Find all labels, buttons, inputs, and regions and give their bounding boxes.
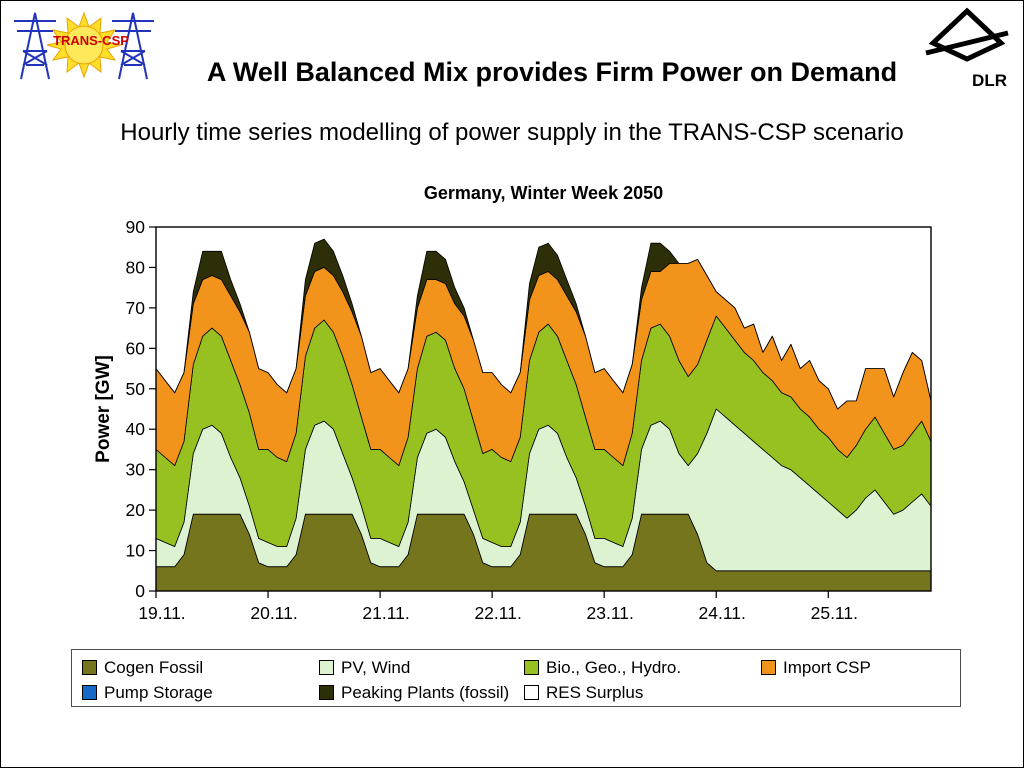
svg-text:23.11.: 23.11. — [587, 603, 634, 623]
legend-row-2: Pump Storage Peaking Plants (fossil) RES… — [82, 680, 960, 705]
svg-text:20.11.: 20.11. — [250, 603, 297, 623]
svg-text:50: 50 — [126, 379, 146, 399]
sun-icon — [46, 11, 122, 79]
legend-label: Cogen Fossil — [104, 657, 204, 677]
dlr-logo-text: DLR — [972, 71, 1007, 90]
legend-label: Pump Storage — [104, 682, 213, 702]
legend-swatch-pv-wind — [319, 660, 334, 675]
legend-item-bio-geo-hydro: Bio., Geo., Hydro. — [524, 658, 761, 678]
legend-item-peaking-plants: Peaking Plants (fossil) — [319, 683, 524, 703]
legend-label: Peaking Plants (fossil) — [341, 682, 510, 702]
chart-legend: Cogen Fossil PV, Wind Bio., Geo., Hydro.… — [71, 649, 961, 707]
legend-label: Bio., Geo., Hydro. — [546, 657, 682, 677]
svg-text:30: 30 — [126, 460, 146, 480]
legend-swatch-res-surplus — [524, 685, 539, 700]
legend-swatch-bio-geo-hydro — [524, 660, 539, 675]
legend-item-cogen-fossil: Cogen Fossil — [82, 658, 319, 678]
slide-subtitle: Hourly time series modelling of power su… — [120, 119, 904, 146]
dlr-mark-icon — [925, 7, 1009, 62]
svg-text:60: 60 — [126, 338, 146, 358]
svg-text:10: 10 — [126, 541, 146, 561]
legend-label: Import CSP — [783, 657, 871, 677]
svg-text:25.11.: 25.11. — [811, 603, 858, 623]
legend-swatch-import-csp — [761, 660, 776, 675]
legend-swatch-pump-storage — [82, 685, 97, 700]
dlr-logo: DLR — [925, 7, 1009, 91]
svg-text:20: 20 — [126, 500, 146, 520]
pylons-sun-graphic — [14, 11, 154, 80]
svg-text:0: 0 — [135, 581, 145, 601]
svg-text:24.11.: 24.11. — [699, 603, 746, 623]
legend-swatch-cogen-fossil — [82, 660, 97, 675]
legend-item-import-csp: Import CSP — [761, 658, 960, 678]
svg-text:40: 40 — [126, 419, 146, 439]
svg-text:90: 90 — [126, 217, 146, 237]
legend-item-pump-storage: Pump Storage — [82, 683, 319, 703]
page-title: A Well Balanced Mix provides Firm Power … — [206, 57, 898, 87]
legend-row-1: Cogen Fossil PV, Wind Bio., Geo., Hydro.… — [82, 655, 960, 680]
legend-swatch-peaking-plants — [319, 685, 334, 700]
svg-text:80: 80 — [126, 257, 146, 277]
svg-text:19.11.: 19.11. — [138, 603, 185, 623]
legend-label: PV, Wind — [341, 657, 411, 677]
chart-title: Germany, Winter Week 2050 — [423, 183, 664, 203]
svg-text:22.11.: 22.11. — [474, 603, 521, 623]
svg-text:70: 70 — [126, 298, 146, 318]
trans-csp-logo-text: TRANS-CSP — [53, 33, 129, 48]
legend-item-pv-wind: PV, Wind — [319, 658, 524, 678]
legend-item-res-surplus: RES Surplus — [524, 683, 761, 703]
trans-csp-logo: TRANS-CSP — [9, 7, 159, 81]
stacked-area-chart: 0 10 20 30 40 50 60 70 80 90 19.11. 20.11. 21.11. 22.… — [126, 217, 932, 623]
legend-label: RES Surplus — [546, 682, 644, 702]
svg-text:21.11.: 21.11. — [362, 603, 409, 623]
